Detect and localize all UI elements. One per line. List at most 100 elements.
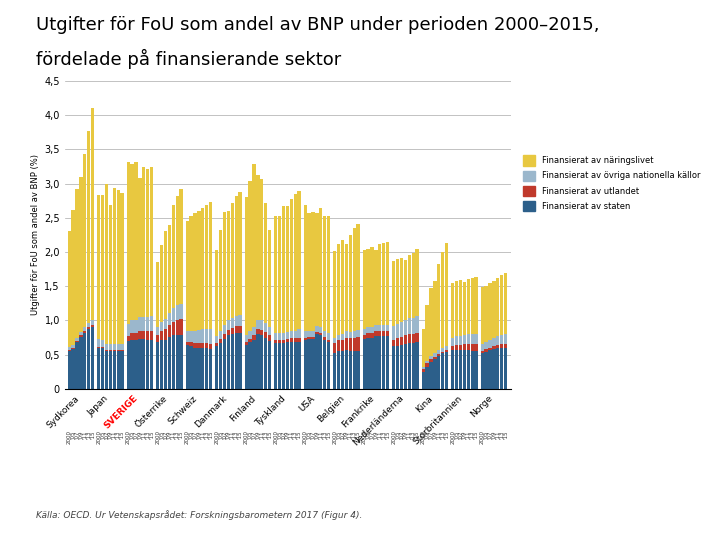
Bar	[186, 345, 189, 389]
Bar	[245, 345, 248, 389]
Bar	[433, 353, 436, 356]
Bar	[445, 243, 449, 346]
Bar	[84, 333, 86, 389]
Bar	[333, 338, 336, 343]
Bar	[481, 345, 484, 351]
Bar	[76, 342, 78, 389]
Bar	[374, 325, 377, 332]
Bar	[341, 334, 344, 340]
Bar	[215, 343, 218, 346]
Bar	[278, 333, 282, 340]
Bar	[345, 338, 348, 350]
Bar	[282, 206, 285, 333]
Bar	[268, 335, 271, 341]
Bar	[451, 346, 454, 350]
Bar	[84, 153, 86, 327]
Bar	[253, 164, 256, 327]
Bar	[297, 338, 301, 342]
Bar	[105, 343, 108, 350]
Bar	[235, 333, 238, 389]
Bar	[294, 342, 297, 389]
Bar	[209, 329, 212, 343]
Bar	[245, 342, 248, 345]
Bar	[463, 350, 466, 389]
Bar	[253, 327, 256, 335]
Bar	[130, 333, 134, 340]
Bar	[91, 325, 94, 327]
Bar	[260, 335, 264, 389]
Bar	[238, 315, 242, 326]
Bar	[451, 350, 454, 389]
Bar	[319, 327, 323, 333]
Bar	[264, 323, 267, 332]
Bar	[101, 347, 104, 348]
Bar	[171, 335, 175, 389]
Bar	[459, 350, 462, 389]
Bar	[327, 216, 330, 333]
Bar	[130, 165, 134, 320]
Bar	[256, 334, 260, 389]
Bar	[71, 345, 75, 348]
Bar	[219, 339, 222, 343]
Bar	[319, 335, 323, 389]
Bar	[135, 320, 138, 333]
Bar	[366, 249, 370, 327]
Bar	[245, 335, 248, 342]
Bar	[179, 335, 183, 389]
Bar	[142, 339, 145, 389]
Bar	[264, 202, 267, 323]
Bar	[215, 346, 218, 389]
Bar	[504, 273, 508, 334]
Bar	[412, 253, 415, 319]
Bar	[238, 333, 242, 389]
Bar	[378, 325, 382, 332]
Bar	[113, 343, 116, 350]
Bar	[227, 330, 230, 335]
Bar	[459, 336, 462, 345]
Bar	[382, 332, 385, 336]
Bar	[319, 333, 323, 335]
Bar	[171, 206, 175, 308]
Bar	[348, 351, 352, 389]
Bar	[117, 190, 120, 343]
Bar	[485, 286, 488, 342]
Bar	[274, 216, 277, 333]
Bar	[71, 348, 75, 349]
Bar	[356, 330, 360, 337]
Bar	[189, 216, 193, 330]
Bar	[333, 251, 336, 338]
Bar	[248, 342, 252, 389]
Bar	[127, 324, 130, 336]
Bar	[500, 335, 503, 345]
Bar	[471, 334, 474, 343]
Bar	[164, 329, 167, 340]
Text: Utgifter för FoU som andel av BNP under perioden 2000–2015,: Utgifter för FoU som andel av BNP under …	[36, 16, 600, 34]
Bar	[230, 202, 234, 318]
Bar	[171, 322, 175, 335]
Bar	[445, 352, 449, 389]
Bar	[120, 193, 124, 343]
Bar	[488, 350, 492, 389]
Bar	[186, 221, 189, 330]
Text: fördelade på finansierande sektor: fördelade på finansierande sektor	[36, 49, 341, 69]
Bar	[91, 320, 94, 325]
Bar	[120, 351, 124, 389]
Bar	[76, 189, 78, 338]
Bar	[138, 178, 142, 317]
Bar	[176, 320, 179, 335]
Bar	[135, 340, 138, 389]
Bar	[311, 337, 315, 339]
Bar	[289, 342, 293, 389]
Bar	[268, 327, 271, 335]
Bar	[374, 336, 377, 389]
Bar	[378, 245, 382, 325]
Bar	[370, 338, 374, 389]
Bar	[264, 338, 267, 389]
Bar	[315, 332, 318, 334]
Bar	[404, 320, 407, 335]
Bar	[396, 346, 400, 389]
Bar	[201, 207, 204, 329]
Bar	[437, 350, 441, 354]
Bar	[386, 242, 390, 325]
Bar	[146, 340, 149, 389]
